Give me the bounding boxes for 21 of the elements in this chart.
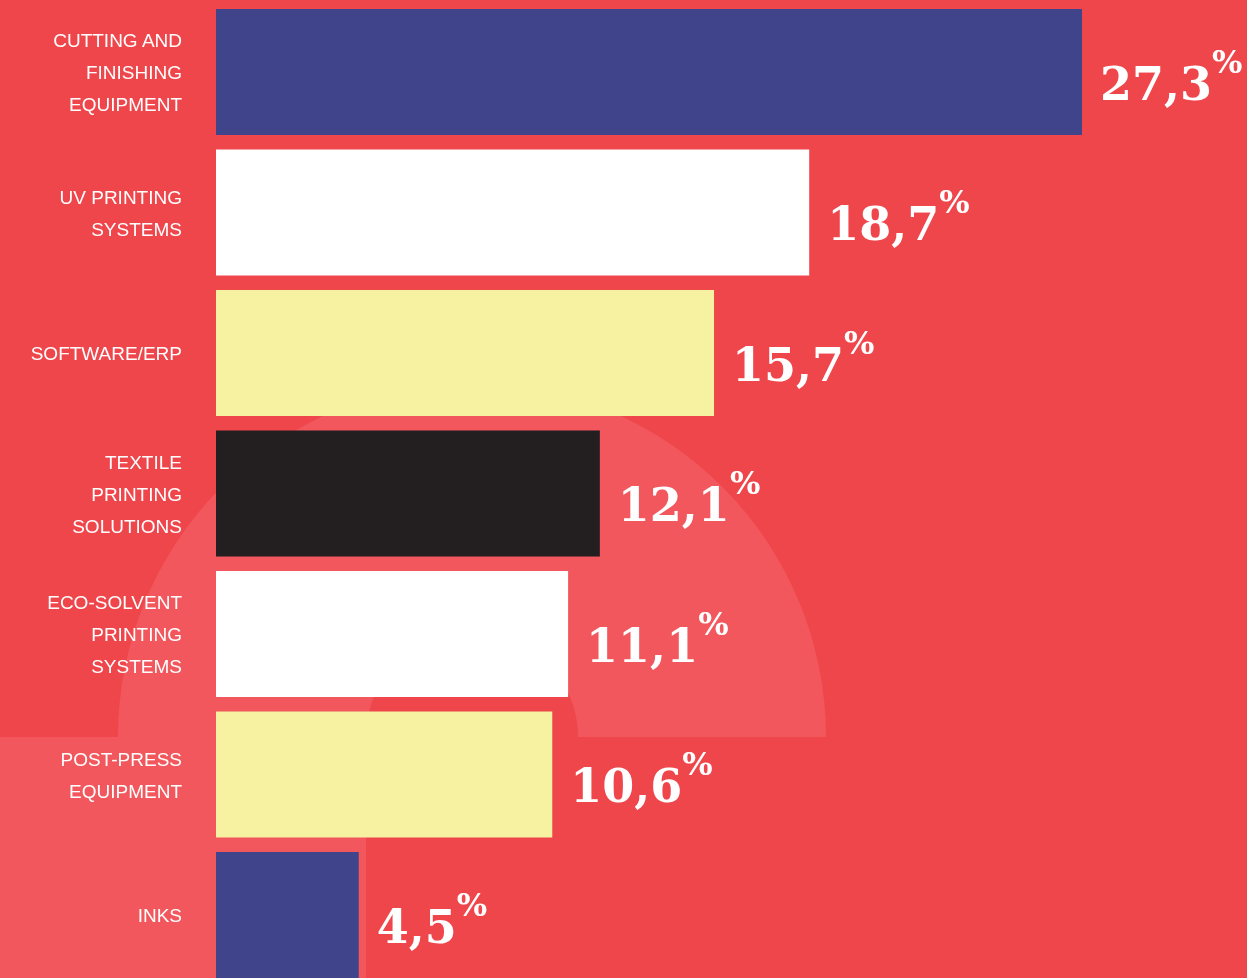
- bar: [216, 571, 569, 697]
- bar: [216, 852, 359, 978]
- data-label: 11,1$^{%}$: [586, 604, 729, 673]
- data-label: 10,6$^{%}$: [570, 745, 713, 814]
- data-label: 12,1$^{%}$: [617, 464, 761, 533]
- bar: [216, 430, 600, 557]
- data-label: 15,7$^{%}$: [732, 323, 875, 392]
- bar: [216, 711, 553, 838]
- data-label: 27,3$^{%}$: [1100, 42, 1243, 111]
- data-label: 18,7$^{%}$: [827, 183, 970, 252]
- bar: [216, 149, 810, 276]
- bar: [216, 9, 1082, 135]
- y-tick-label: SOFTWARE/ERP: [30, 343, 182, 364]
- bar: [216, 290, 715, 416]
- y-tick-label: TEXTILE PRINTING SOLUTIONS: [72, 451, 182, 537]
- y-tick-label: CUTTING AND FINISHING EQUIPMENT: [53, 30, 183, 115]
- y-tick-label: POST-PRESS EQUIPMENT: [60, 748, 183, 802]
- y-tick-label: ECO-SOLVENT PRINTING SYSTEMS: [47, 592, 183, 677]
- y-tick-label: UV PRINTING SYSTEMS: [59, 186, 182, 240]
- y-tick-label: INKS: [137, 905, 182, 926]
- data-label: 4,5$^{%}$: [376, 885, 488, 954]
